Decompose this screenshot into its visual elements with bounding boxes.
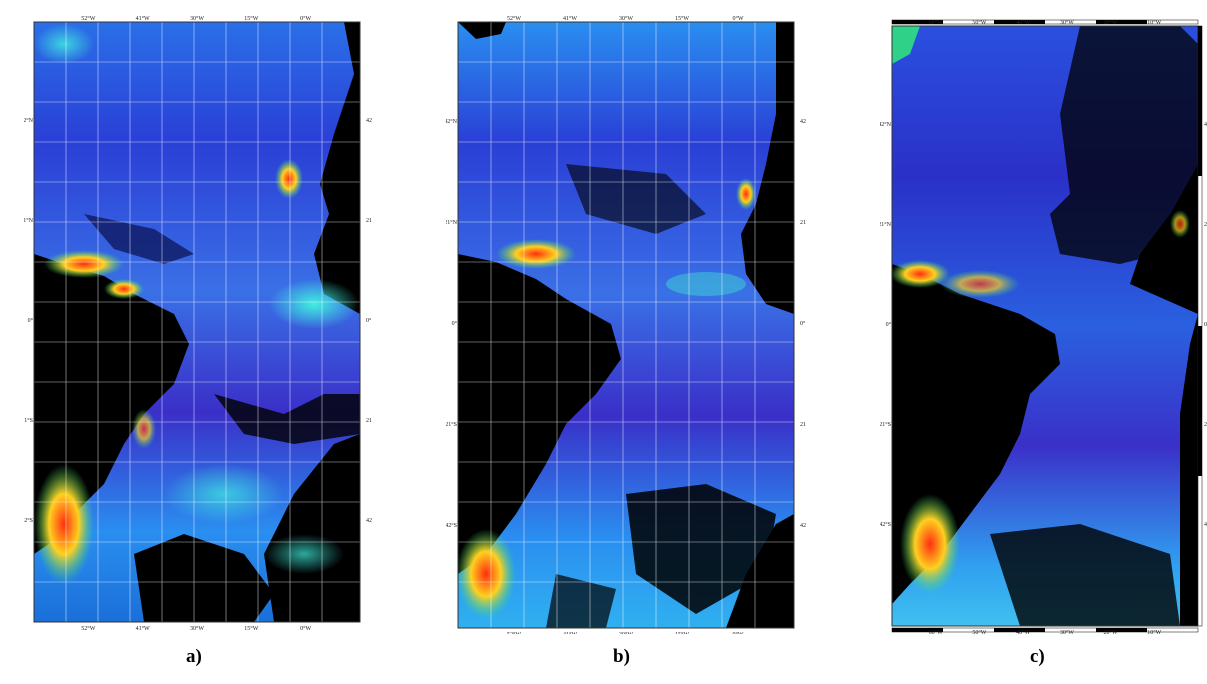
top-tick-label: 60°W	[929, 19, 943, 26]
map-panel-b: 52°W 41°W 30°W 15°W 0°W 52°W 41°W 30°W 15°W 0°W 42…	[446, 14, 806, 634]
bottom-tick-label: 0°W	[732, 631, 743, 634]
land-africa	[726, 22, 794, 628]
land-africa	[1130, 164, 1198, 626]
top-tick-label: 41°W	[563, 15, 577, 22]
left-tick-label: 21°S	[446, 421, 457, 428]
top-tick-label: 30°W	[619, 15, 633, 22]
left-tick-label: 42°S	[880, 521, 891, 528]
right-tick-label: 0°	[366, 317, 372, 324]
cloud-mask	[134, 534, 274, 622]
tick-labels: 52°W 41°W 30°W 15°W 0°W 52°W 41°W 30°W 15°W 0°W 42…	[24, 15, 372, 632]
left-tick-label: 42°N	[24, 117, 34, 124]
right-tick-label: 4	[1204, 522, 1207, 528]
left-tick-label: 0°	[28, 317, 34, 324]
top-tick-label: 15°W	[675, 15, 689, 22]
bottom-tick-label: 10°W	[1147, 629, 1161, 636]
bottom-tick-label: 15°W	[244, 625, 258, 632]
bottom-tick-label: 40°W	[1016, 629, 1030, 636]
tick-labels: 52°W 41°W 30°W 15°W 0°W 52°W 41°W 30°W 15°W 0°W 42…	[446, 15, 806, 634]
graticule	[458, 22, 794, 628]
right-tick-label: 42°N	[800, 118, 806, 125]
top-tick-label: 20°W	[1104, 19, 1118, 26]
chlorophyll-map-c: 60°W 50°W 40°W 30°W 20°W 10°W 60°W 50°W 40°W 30°W…	[880, 19, 1207, 636]
bottom-tick-label: 30°W	[190, 625, 204, 632]
caption-a: a)	[186, 646, 202, 667]
top-tick-label: 0°W	[300, 15, 311, 22]
top-tick-label: 41°W	[136, 15, 150, 22]
right-tick-label: 2	[1204, 222, 1207, 228]
left-tick-label: 42°S	[446, 522, 457, 529]
bottom-tick-label: 52°W	[81, 625, 95, 632]
graticule	[34, 22, 360, 622]
bottom-tick-label: 50°W	[972, 629, 986, 636]
bottom-tick-label: 41°W	[563, 631, 577, 634]
right-tick-label: 42°S	[800, 522, 806, 529]
land-africa	[264, 22, 360, 622]
land-south-america	[458, 254, 621, 574]
bottom-tick-label: 60°W	[929, 629, 943, 636]
chlorophyll-map-a: 52°W 41°W 30°W 15°W 0°W 52°W 41°W 30°W 15°W 0°W 42…	[24, 15, 372, 632]
top-tick-label: 10°W	[1147, 19, 1161, 26]
right-tick-label: 21°S	[800, 421, 806, 428]
top-tick-label: 52°W	[81, 15, 95, 22]
left-tick-label: 42°N	[880, 121, 892, 128]
bottom-tick-label: 0°W	[300, 625, 311, 632]
bottom-tick-label: 52°W	[507, 631, 521, 634]
right-tick-label: 0°	[800, 320, 806, 327]
right-tick-label: 21°N	[366, 217, 372, 224]
right-tick-label: 4	[1204, 122, 1207, 128]
caption-c: c)	[1030, 646, 1045, 667]
left-tick-label: 42°N	[446, 118, 458, 125]
left-tick-label: 42°S	[24, 517, 33, 524]
left-tick-label: 21°N	[24, 217, 34, 224]
left-tick-label: 21°S	[24, 417, 33, 424]
right-tick-label: 42°N	[366, 117, 372, 124]
right-tick-label: 42°S	[366, 517, 372, 524]
bottom-tick-label: 30°W	[619, 631, 633, 634]
bottom-tick-label: 15°W	[675, 631, 689, 634]
left-tick-label: 0°	[886, 321, 892, 328]
right-tick-label: 21°N	[800, 219, 806, 226]
top-tick-label: 0°W	[732, 15, 743, 22]
left-tick-label: 21°S	[880, 421, 891, 428]
frame-scale-bars	[891, 19, 1203, 633]
tick-labels: 60°W 50°W 40°W 30°W 20°W 10°W 60°W 50°W 40°W 30°W…	[880, 19, 1207, 636]
bottom-tick-label: 20°W	[1104, 629, 1118, 636]
map-panel-c: 60°W 50°W 40°W 30°W 20°W 10°W 60°W 50°W 40°W 30°W…	[880, 14, 1207, 642]
top-tick-label: 15°W	[244, 15, 258, 22]
bottom-tick-label: 30°W	[1060, 629, 1074, 636]
right-tick-label: 2	[1204, 422, 1207, 428]
caption-b: b)	[613, 646, 630, 667]
left-tick-label: 21°N	[880, 221, 892, 228]
right-tick-label: 0	[1204, 322, 1207, 328]
right-tick-label: 21°S	[366, 417, 372, 424]
top-tick-label: 50°W	[972, 19, 986, 26]
chlorophyll-map-b: 52°W 41°W 30°W 15°W 0°W 52°W 41°W 30°W 15°W 0°W 42…	[446, 15, 806, 634]
map-panel-a: 52°W 41°W 30°W 15°W 0°W 52°W 41°W 30°W 15°W 0°W 42…	[24, 14, 372, 634]
top-tick-label: 52°W	[507, 15, 521, 22]
left-tick-label: 0°	[452, 320, 458, 327]
bottom-tick-label: 41°W	[136, 625, 150, 632]
left-tick-label: 21°N	[446, 219, 458, 226]
top-tick-label: 30°W	[190, 15, 204, 22]
top-tick-label: 40°W	[1016, 19, 1030, 26]
top-tick-label: 30°W	[1060, 19, 1074, 26]
